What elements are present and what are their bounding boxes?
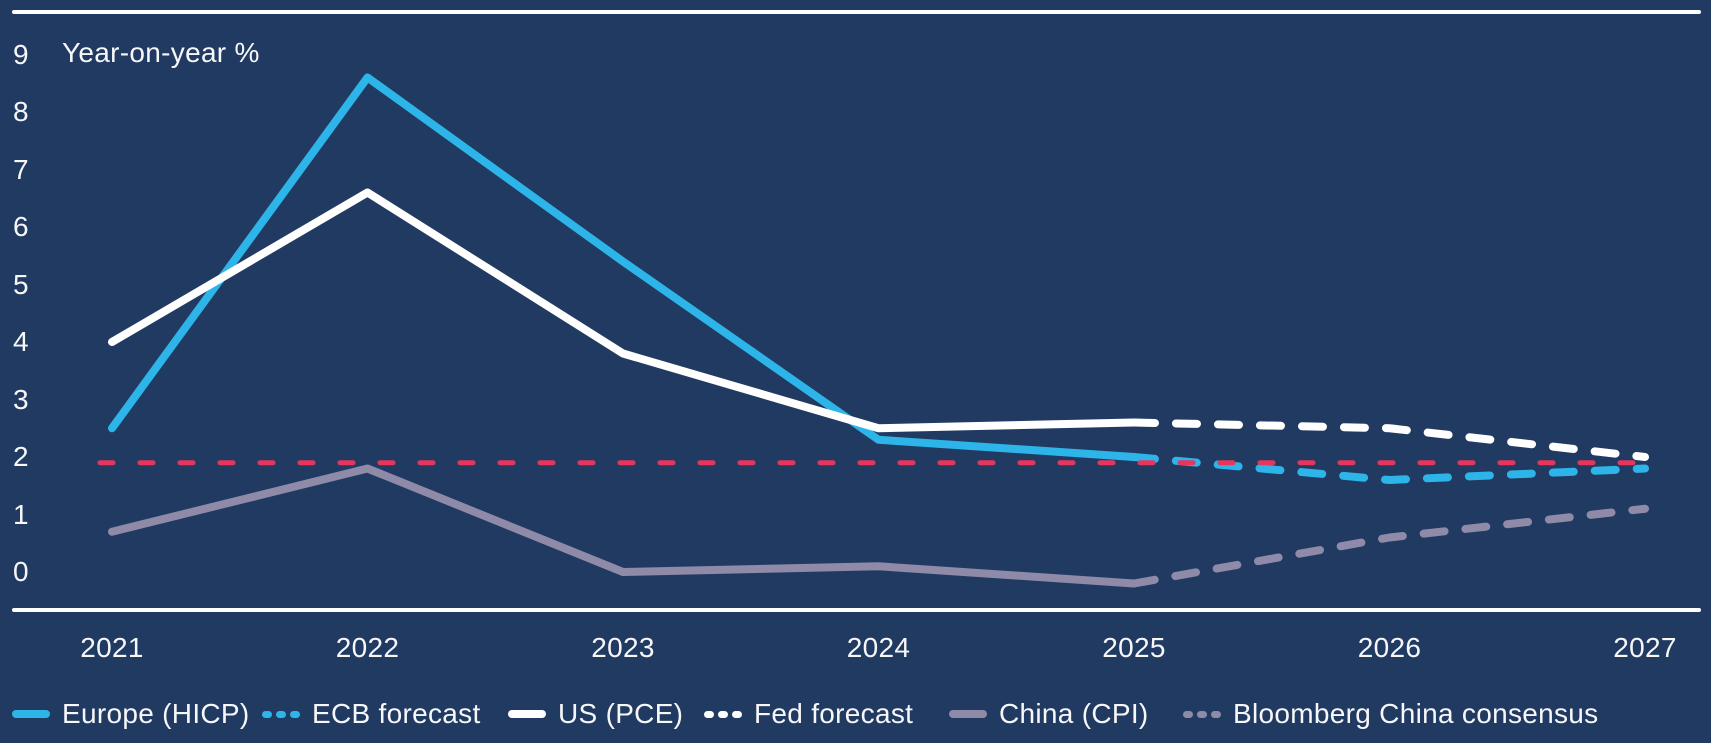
- top-border-rule: [12, 10, 1701, 14]
- x-axis-rule: [12, 608, 1701, 612]
- series-line-us-pce: [108, 188, 1138, 433]
- x-tick-label-2023: 2023: [591, 632, 655, 663]
- series-line-fed-forecast: [1130, 418, 1649, 461]
- x-tick-label-2026: 2026: [1357, 632, 1422, 663]
- y-tick-label-9: 9: [13, 38, 29, 70]
- x-tick-label-2025: 2025: [1102, 632, 1166, 663]
- y-tick-label-7: 7: [13, 153, 29, 185]
- legend: Europe (HICP) ECB forecast US (PCE) Fed for…: [0, 699, 1711, 731]
- legend-swatch-fed-forecast-dashed-line-icon: [704, 710, 742, 718]
- x-tick-label-2022: 2022: [335, 632, 400, 663]
- legend-item-china-cpi: China (CPI): [949, 699, 1149, 729]
- legend-label-fed-forecast: Fed forecast: [754, 698, 914, 729]
- legend-swatch-us-pce-solid-line-icon: [508, 710, 546, 718]
- legend-label-us-pce: US (PCE): [558, 698, 684, 729]
- legend-item-us-pce: US (PCE): [508, 699, 683, 729]
- legend-swatch-china-cpi-solid-line-icon: [949, 710, 987, 718]
- legend-label-europe-hicp: Europe (HICP): [62, 698, 250, 729]
- y-tick-label-2: 2: [13, 441, 29, 472]
- legend-label-china-cpi: China (CPI): [999, 698, 1149, 729]
- x-tick-label-2021: 2021: [80, 632, 144, 663]
- legend-label-ecb-forecast: ECB forecast: [312, 698, 481, 729]
- y-tick-label-8: 8: [13, 96, 29, 127]
- series-line-china-cpi: [108, 464, 1138, 588]
- y-tick-label-3: 3: [13, 383, 29, 415]
- legend-label-bloomberg-china-consensus: Bloomberg China consensus: [1233, 698, 1599, 729]
- x-tick-label-2024: 2024: [846, 632, 911, 663]
- legend-swatch-bloomberg-china-consensus-dashed-line-icon: [1183, 710, 1221, 718]
- y-tick-label-0: 0: [13, 556, 29, 587]
- legend-item-fed-forecast: Fed forecast: [704, 699, 913, 729]
- y-tick-label-4: 4: [13, 326, 29, 357]
- legend-item-ecb-forecast: ECB forecast: [262, 699, 481, 729]
- x-tick-label-2027: 2027: [1613, 632, 1677, 663]
- legend-swatch-europe-hicp-solid-line-icon: [12, 710, 50, 718]
- y-tick-label-1: 1: [13, 498, 29, 530]
- y-tick-label-6: 6: [13, 211, 29, 242]
- y-tick-label-5: 5: [13, 268, 29, 300]
- y-axis-unit-label: Year-on-year %: [62, 37, 260, 68]
- series-line-europe-hicp: [108, 73, 1138, 461]
- legend-item-europe-hicp: Europe (HICP): [12, 699, 250, 729]
- legend-swatch-ecb-forecast-dashed-line-icon: [262, 710, 300, 718]
- series-line-bloomberg-china-consensus: [1130, 504, 1649, 588]
- legend-item-bloomberg-china-consensus: Bloomberg China consensus: [1183, 699, 1598, 729]
